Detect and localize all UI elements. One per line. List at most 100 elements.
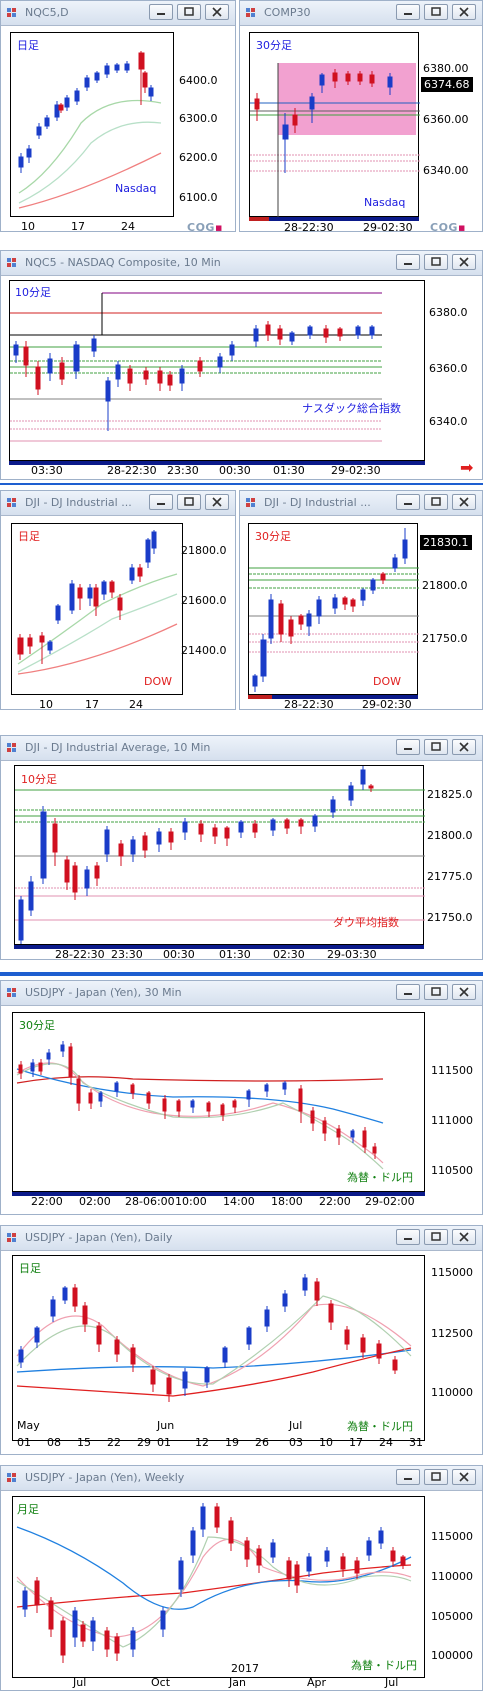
titlebar[interactable]: DJI - DJ Industrial ... (1, 491, 235, 516)
timeframe-badge: 月足 (17, 1503, 39, 1516)
window-title: USDJPY - Japan (Yen), Daily (25, 1231, 173, 1244)
candlestick-chart (16, 1041, 384, 1170)
window-dji-daily[interactable]: DJI - DJ Industrial ... (0, 490, 236, 710)
titlebar[interactable]: NQC5,D (1, 1, 235, 26)
close-button[interactable] (452, 984, 476, 1000)
minimize-button[interactable] (396, 984, 420, 1000)
candlestick-chart (250, 63, 420, 218)
x-tick: 23:30 (167, 464, 199, 477)
maximize-button[interactable] (424, 739, 448, 755)
titlebar[interactable]: COMP30 (240, 1, 482, 26)
y-tick: 6360.0 (429, 362, 468, 375)
maximize-button[interactable] (424, 254, 448, 270)
y-tick: 21825.0 (427, 788, 473, 801)
titlebar[interactable]: USDJPY - Japan (Yen), 30 Min (1, 981, 482, 1006)
app-icon (7, 743, 16, 752)
app-icon (246, 498, 255, 507)
month-label: Jun (157, 1419, 175, 1432)
minimize-button[interactable] (396, 739, 420, 755)
minimize-button[interactable] (149, 494, 173, 510)
chart-plot[interactable]: 日足 DOW (11, 523, 183, 695)
scroll-right-arrow-icon[interactable]: ➡ (460, 458, 474, 477)
y-tick: 21800.0 (422, 579, 468, 592)
y-tick: 21775.0 (427, 870, 473, 883)
app-icon (7, 498, 16, 507)
x-tick: 19 (225, 1436, 239, 1449)
app-icon (7, 988, 16, 997)
close-button[interactable] (452, 739, 476, 755)
window-dji-10min[interactable]: DJI - DJ Industrial Average, 10 Min (0, 735, 483, 960)
x-tick: 01 (17, 1436, 31, 1449)
close-button[interactable] (452, 1229, 476, 1245)
x-tick: 28-06:00 (125, 1195, 175, 1208)
maximize-button[interactable] (424, 494, 448, 510)
y-tick: 6300.0 (179, 112, 218, 125)
chart-plot[interactable]: 日足 為替・ドル円 (12, 1255, 425, 1441)
time-axis-bar (249, 217, 419, 221)
x-tick: 23:30 (111, 948, 143, 960)
x-tick: 17 (349, 1436, 363, 1449)
maximize-button[interactable] (424, 1229, 448, 1245)
maximize-button[interactable] (177, 494, 201, 510)
close-button[interactable] (205, 4, 229, 20)
window-title: NQC5 - NASDAQ Composite, 10 Min (25, 256, 221, 269)
window-nqc5-daily[interactable]: NQC5,D (0, 0, 236, 232)
y-tick: 21750.0 (422, 632, 468, 645)
timeframe-badge: 10分足 (21, 773, 57, 786)
maximize-button[interactable] (424, 984, 448, 1000)
maximize-button[interactable] (177, 4, 201, 20)
x-tick: 24 (121, 220, 135, 232)
window-title: NQC5,D (25, 6, 69, 19)
window-usdjpy-daily[interactable]: USDJPY - Japan (Yen), Daily (0, 1225, 483, 1455)
y-tick: 111000 (431, 1114, 473, 1127)
timeframe-badge: 30分足 (255, 530, 291, 543)
window-nqc5-10min[interactable]: NQC5 - NASDAQ Composite, 10 Min (0, 250, 483, 480)
window-comp30[interactable]: COMP30 (239, 0, 483, 232)
chart-plot[interactable]: 日足 Nasdaq (10, 32, 174, 217)
maximize-button[interactable] (424, 1469, 448, 1485)
window-dji-30min[interactable]: DJI - DJ Industrial ... (239, 490, 483, 710)
chart-plot[interactable]: 30分足 Nasdaq (249, 32, 420, 218)
chart-plot[interactable]: 10分足 ダウ平均指数 (14, 765, 425, 945)
titlebar[interactable]: USDJPY - Japan (Yen), Weekly (1, 1466, 482, 1491)
candlestick-chart (16, 1503, 412, 1663)
window-usdjpy-weekly[interactable]: USDJPY - Japan (Yen), Weekly (0, 1465, 483, 1691)
cqg-logo: CQG▪ (187, 221, 223, 232)
month-label: Jul (289, 1419, 303, 1432)
maximize-button[interactable] (424, 4, 448, 20)
minimize-button[interactable] (396, 1229, 420, 1245)
window-title: USDJPY - Japan (Yen), Weekly (25, 1471, 185, 1484)
chart-plot[interactable]: 10分足 ナスダック総合指数 (9, 280, 425, 461)
last-price-box: 6374.68 (421, 77, 473, 92)
minimize-button[interactable] (396, 254, 420, 270)
chart-plot[interactable]: 30分足 為替・ドル円 (12, 1012, 425, 1192)
chart-plot[interactable]: 月足 為替・ドル円 (12, 1496, 425, 1678)
titlebar[interactable]: DJI - DJ Industrial ... (240, 491, 482, 516)
time-axis-bar (12, 1192, 425, 1196)
titlebar[interactable]: USDJPY - Japan (Yen), Daily (1, 1226, 482, 1251)
instrument-label: 為替・ドル円 (347, 1171, 413, 1184)
y-tick: 21800.0 (427, 829, 473, 842)
minimize-button[interactable] (149, 4, 173, 20)
chart-plot[interactable]: 30分足 DOW (248, 523, 419, 695)
section-divider (0, 483, 483, 485)
minimize-button[interactable] (396, 494, 420, 510)
y-tick: 21800.0 (181, 544, 227, 557)
close-button[interactable] (452, 4, 476, 20)
titlebar[interactable]: NQC5 - NASDAQ Composite, 10 Min (1, 251, 482, 276)
close-button[interactable] (452, 254, 476, 270)
x-tick: 10 (319, 1436, 333, 1449)
x-tick: 29 (137, 1436, 151, 1449)
close-button[interactable] (452, 1469, 476, 1485)
window-usdjpy-30min[interactable]: USDJPY - Japan (Yen), 30 Min (0, 980, 483, 1215)
x-tick: 29-03:30 (327, 948, 377, 960)
close-button[interactable] (205, 494, 229, 510)
titlebar[interactable]: DJI - DJ Industrial Average, 10 Min (1, 736, 482, 761)
x-tick: 29-02:00 (365, 1195, 415, 1208)
close-button[interactable] (452, 494, 476, 510)
minimize-button[interactable] (396, 1469, 420, 1485)
y-tick: 110500 (431, 1164, 473, 1177)
minimize-button[interactable] (396, 4, 420, 20)
x-tick: 28-22:30 (284, 221, 334, 232)
x-tick: 31 (409, 1436, 423, 1449)
